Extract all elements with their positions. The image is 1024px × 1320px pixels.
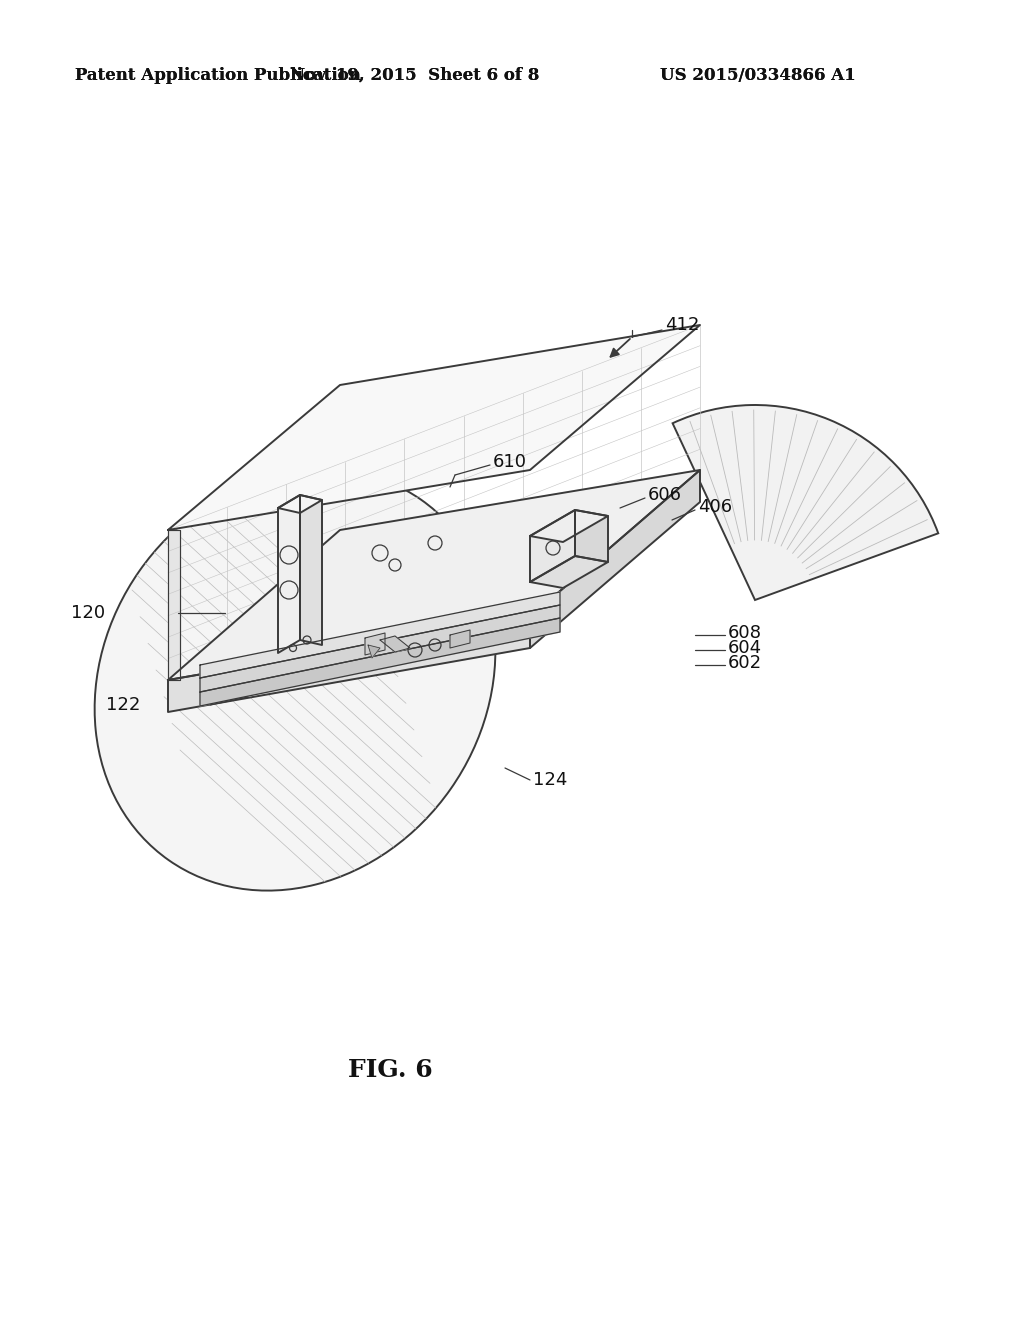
Polygon shape: [168, 616, 530, 711]
Polygon shape: [530, 470, 700, 648]
Text: US 2015/0334866 A1: US 2015/0334866 A1: [660, 66, 856, 83]
Text: 120: 120: [71, 605, 105, 622]
Polygon shape: [530, 556, 608, 587]
Text: US 2015/0334866 A1: US 2015/0334866 A1: [660, 66, 856, 83]
Polygon shape: [530, 510, 608, 543]
Text: 606: 606: [648, 486, 682, 504]
Text: 604: 604: [728, 639, 762, 657]
Text: Patent Application Publication: Patent Application Publication: [75, 66, 360, 83]
Polygon shape: [200, 618, 560, 706]
Polygon shape: [278, 495, 300, 653]
Text: 122: 122: [105, 696, 140, 714]
Polygon shape: [200, 605, 560, 692]
Ellipse shape: [94, 470, 496, 891]
Text: Nov. 19, 2015  Sheet 6 of 8: Nov. 19, 2015 Sheet 6 of 8: [291, 66, 540, 83]
Text: Patent Application Publication: Patent Application Publication: [75, 66, 360, 83]
Text: 412: 412: [665, 315, 699, 334]
Polygon shape: [168, 470, 700, 680]
Text: 602: 602: [728, 653, 762, 672]
Polygon shape: [168, 325, 700, 531]
Polygon shape: [278, 495, 322, 513]
Text: 610: 610: [493, 453, 527, 471]
Text: 124: 124: [534, 771, 567, 789]
Polygon shape: [300, 495, 322, 645]
Polygon shape: [380, 636, 410, 652]
Text: Nov. 19, 2015  Sheet 6 of 8: Nov. 19, 2015 Sheet 6 of 8: [291, 66, 540, 83]
Polygon shape: [365, 634, 385, 655]
Text: 406: 406: [698, 498, 732, 516]
Polygon shape: [450, 630, 470, 648]
Polygon shape: [368, 645, 380, 657]
Polygon shape: [530, 510, 575, 582]
Text: FIG. 6: FIG. 6: [348, 1059, 432, 1082]
Polygon shape: [575, 510, 608, 562]
Wedge shape: [673, 405, 938, 601]
Polygon shape: [168, 531, 180, 680]
Text: 608: 608: [728, 624, 762, 642]
Polygon shape: [200, 591, 560, 678]
